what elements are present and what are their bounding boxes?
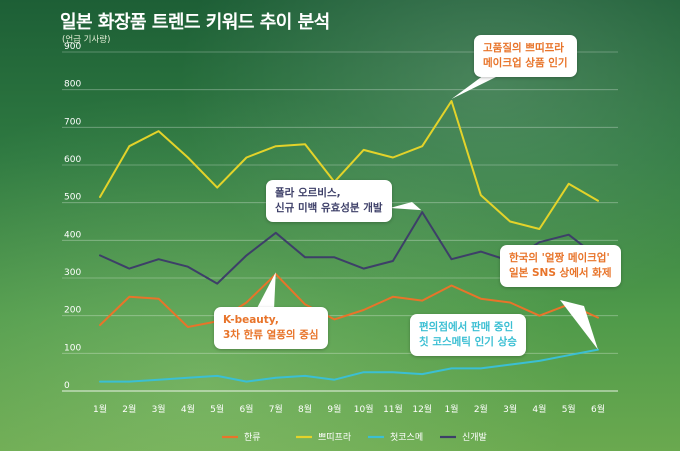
x-tick-label: 11월 — [383, 403, 403, 415]
y-tick-label: 900 — [64, 42, 81, 52]
series-line-first_cosme — [99, 348, 599, 383]
annotation-premium-petit-price: 고품질의 쁘띠프라 메이크업 상품 인기 — [474, 35, 577, 77]
annotation-korean-makeup-trend: 한국의 '얼짱 메이크업' 일본 SNS 상에서 화제 — [500, 245, 621, 287]
series-line-petit_price — [99, 100, 599, 230]
x-tick-label: 6월 — [591, 403, 605, 415]
y-tick-label: 400 — [64, 230, 81, 240]
annotation-line: 한국의 '얼짱 메이크업' — [509, 252, 610, 264]
x-tick-label: 3월 — [503, 403, 517, 415]
annotation-line: 고품질의 쁘띠프라 — [483, 42, 564, 54]
annotation-line: 3차 한류 열풍의 중심 — [223, 329, 319, 341]
x-tick-label: 7월 — [269, 403, 283, 415]
annotation-line: 일본 SNS 상에서 화제 — [509, 267, 612, 279]
x-tick-label: 10월 — [354, 403, 374, 415]
annotation-k-beauty: K-beauty, 3차 한류 열풍의 중심 — [214, 307, 328, 349]
y-tick-label: 300 — [64, 268, 81, 278]
x-tick-label: 1월 — [445, 403, 459, 415]
series-line-hallyu — [99, 273, 599, 328]
annotation-pointer-whitening — [390, 202, 422, 211]
x-tick-label: 6월 — [239, 403, 253, 415]
y-tick-label: 800 — [64, 80, 81, 90]
x-tick-label: 5월 — [562, 403, 576, 415]
x-tick-label: 3월 — [152, 403, 166, 415]
x-tick-label: 2월 — [122, 403, 136, 415]
x-tick-label: 2월 — [474, 403, 488, 415]
y-tick-label: 700 — [64, 117, 81, 127]
annotation-line: 폴라 오르비스, — [275, 187, 341, 199]
x-tick-label: 4월 — [532, 403, 546, 415]
annotation-line: 신규 미백 유효성분 개발 — [275, 202, 383, 214]
x-tick-label: 9월 — [327, 403, 341, 415]
x-tick-label: 4월 — [181, 403, 195, 415]
y-tick-label: 500 — [64, 193, 81, 203]
x-tick-label: 8월 — [298, 403, 312, 415]
y-tick-label: 100 — [64, 343, 81, 353]
y-axis-unit-label: (언급 기사량) — [62, 35, 111, 45]
chart-title: 일본 화장품 트렌드 키워드 추이 분석 — [60, 12, 330, 33]
annotation-line: K-beauty, — [223, 314, 279, 326]
annotation-line: 편의점에서 판매 중인 — [419, 321, 514, 333]
y-tick-label: 200 — [64, 306, 81, 316]
legend-label-petit_price: 쁘띠프라 — [318, 432, 352, 443]
y-tick-label: 600 — [64, 155, 81, 165]
x-tick-label: 1월 — [93, 403, 107, 415]
annotation-line: 메이크업 상품 인기 — [483, 57, 568, 69]
annotation-pointer-convenience — [560, 300, 598, 350]
annotation-pointer-premium — [451, 75, 500, 99]
y-tick-label: 0 — [64, 381, 70, 391]
annotation-line: 칫 코스메틱 인기 상승 — [419, 336, 517, 348]
x-tick-label: 12월 — [412, 403, 432, 415]
legend-label-hallyu: 한류 — [244, 432, 261, 443]
annotation-new-whitening-ingredient: 폴라 오르비스, 신규 미백 유효성분 개발 — [266, 180, 392, 222]
annotation-convenience-store-cosmetics: 편의점에서 판매 중인 칫 코스메틱 인기 상승 — [410, 314, 526, 356]
legend-label-new_dev: 신개발 — [462, 432, 487, 443]
x-tick-label: 5월 — [210, 403, 224, 415]
legend-label-first_cosme: 첫코스메 — [390, 432, 423, 443]
annotation-pointer-kbeauty — [256, 272, 276, 310]
